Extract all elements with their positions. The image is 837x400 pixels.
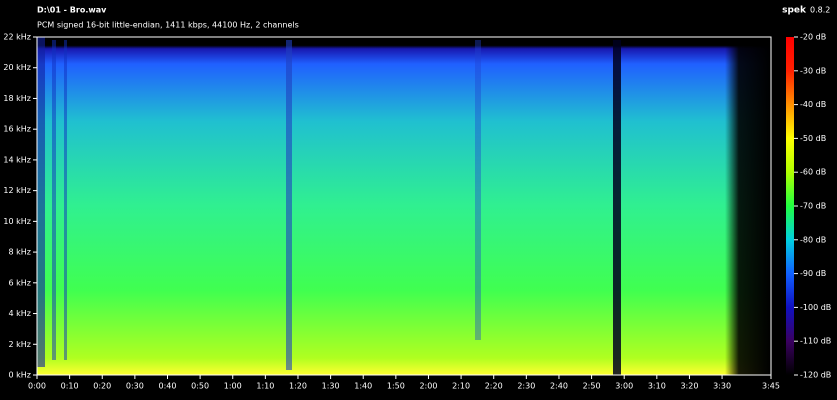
x-tick-label: 2:30 (517, 382, 535, 391)
y-tick-label: 22 kHz (3, 33, 31, 42)
spectrogram-image (37, 37, 771, 375)
colorbar-tick-label: -80 dB (800, 235, 826, 244)
y-tick-label: 14 kHz (3, 155, 31, 164)
y-tick-label: 18 kHz (3, 94, 31, 103)
file-info: PCM signed 16-bit little-endian, 1411 kb… (37, 21, 299, 30)
brand: spek (782, 6, 807, 16)
file-title: D:\01 - Bro.wav (37, 6, 107, 15)
x-tick-label: 1:30 (322, 382, 340, 391)
colorbar-tick-label: -120 dB (800, 371, 831, 380)
x-tick-label: 1:50 (387, 382, 405, 391)
x-tick-label: 0:30 (126, 382, 144, 391)
colorbar-tick-label: -70 dB (800, 202, 826, 211)
x-tick-label: 0:50 (191, 382, 209, 391)
colorbar-tick-label: -20 dB (800, 33, 826, 42)
x-tick-label: 2:40 (550, 382, 568, 391)
x-tick-label: 1:40 (354, 382, 372, 391)
x-tick-label: 0:00 (28, 382, 46, 391)
x-tick-label: 1:20 (289, 382, 307, 391)
y-tick-label: 10 kHz (3, 217, 31, 226)
x-tick-label: 1:00 (224, 382, 242, 391)
colorbar-tick-label: -60 dB (800, 168, 826, 177)
color-bar (786, 37, 794, 375)
x-tick-label: 0:10 (61, 382, 79, 391)
y-tick-label: 6 kHz (9, 278, 31, 287)
y-tick-label: 16 kHz (3, 125, 31, 134)
x-tick-label: 0:20 (93, 382, 111, 391)
x-tick-label: 3:10 (648, 382, 666, 391)
x-tick-label: 2:50 (583, 382, 601, 391)
y-tick-label: 20 kHz (3, 63, 31, 72)
x-tick-label: 2:00 (419, 382, 437, 391)
y-tick-label: 8 kHz (9, 248, 31, 257)
colorbar-tick-label: -90 dB (800, 269, 826, 278)
y-tick-label: 0 kHz (9, 371, 31, 380)
x-tick-label: 1:10 (256, 382, 274, 391)
y-tick-label: 12 kHz (3, 186, 31, 195)
y-tick-label: 2 kHz (9, 340, 31, 349)
version: 0.8.2 (810, 6, 830, 15)
y-tick-label: 4 kHz (9, 309, 31, 318)
colorbar-tick-label: -30 dB (800, 66, 826, 75)
x-tick-label: 2:10 (452, 382, 470, 391)
plot-frame (36, 36, 772, 376)
x-tick-label: 3:45 (762, 382, 780, 391)
colorbar-tick-label: -100 dB (800, 303, 831, 312)
colorbar-tick-label: -50 dB (800, 134, 826, 143)
x-tick-label: 2:20 (485, 382, 503, 391)
x-tick-label: 0:40 (159, 382, 177, 391)
x-tick-label: 3:20 (680, 382, 698, 391)
colorbar-tick-label: -40 dB (800, 100, 826, 109)
x-tick-label: 3:30 (713, 382, 731, 391)
colorbar-tick-label: -110 dB (800, 337, 831, 346)
x-tick-label: 3:00 (615, 382, 633, 391)
